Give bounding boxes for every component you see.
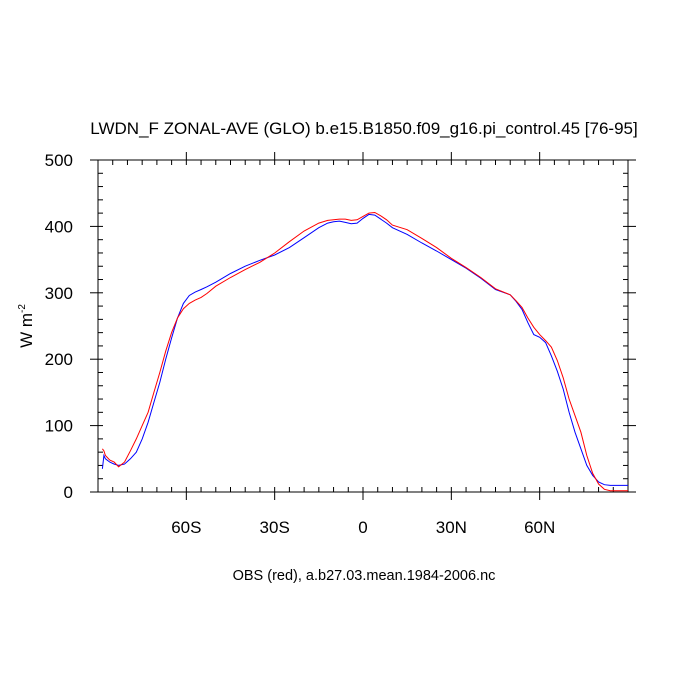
- y-tick-label: 300: [45, 284, 73, 303]
- axis-ticks: 60S 30S 0 30N 60N 0 100 200 300 400 500: [45, 151, 636, 537]
- series-line-1: [101, 213, 628, 486]
- chart-title: LWDN_F ZONAL-AVE (GLO) b.e15.B1850.f09_g…: [90, 119, 637, 138]
- series-line-2: [102, 211, 628, 492]
- x-tick-label: 0: [358, 518, 367, 537]
- series-lines: [101, 211, 628, 492]
- x-tick-label: 30N: [436, 518, 467, 537]
- y-axis-label: W m-2: [17, 304, 36, 348]
- y-tick-label: 400: [45, 217, 73, 236]
- y-tick-label: 500: [45, 151, 73, 170]
- plot-frame: [97, 159, 629, 493]
- y-axis-label-exponent: -2: [17, 304, 28, 313]
- x-tick-label: 60N: [524, 518, 555, 537]
- y-tick-label: 200: [45, 350, 73, 369]
- y-axis-label-unit: W m: [17, 313, 36, 348]
- y-tick-label: 0: [64, 483, 73, 502]
- x-tick-label: 30S: [260, 518, 290, 537]
- x-axis-label: OBS (red), a.b27.03.mean.1984-2006.nc: [233, 568, 496, 584]
- y-tick-label: 100: [45, 417, 73, 436]
- x-tick-label: 60S: [171, 518, 201, 537]
